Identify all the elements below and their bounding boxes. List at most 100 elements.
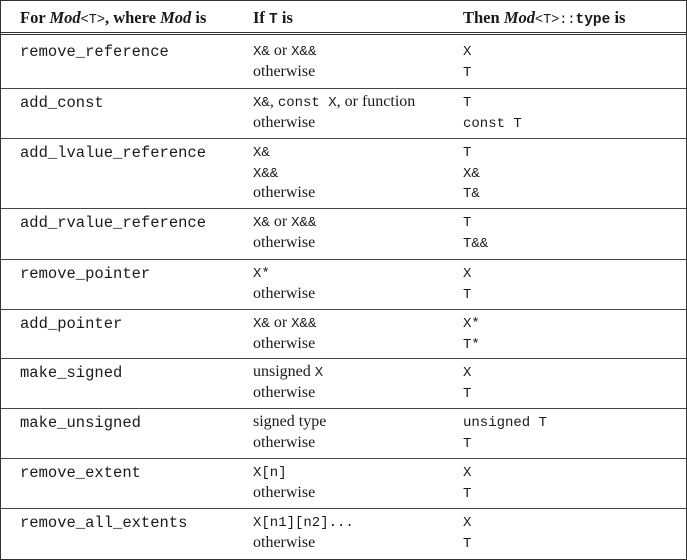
code-text: X& xyxy=(253,95,270,111)
row-divider xyxy=(1,408,686,409)
code-text: X&& xyxy=(253,165,279,182)
code-text: X&& xyxy=(291,316,317,332)
text: or xyxy=(269,42,292,59)
modifier-name: remove_all_extents xyxy=(20,514,188,532)
condition-cell: otherwise xyxy=(253,285,315,305)
code-text: X xyxy=(463,515,472,531)
condition-cell: X& or X&& xyxy=(253,42,316,62)
table-row: make_unsigned signed type unsigned T otherw… xyxy=(1,408,686,458)
modifier-name: remove_reference xyxy=(20,43,169,61)
condition-cell: X&, const X, or function xyxy=(253,93,415,113)
text: unsigned xyxy=(253,363,315,380)
header-code: <T>:: xyxy=(534,13,576,28)
result-cell: T& xyxy=(463,184,480,204)
result-cell: X& xyxy=(463,164,480,184)
condition-cell: X&& xyxy=(253,164,278,184)
code-text: X* xyxy=(253,266,270,282)
result-cell: X xyxy=(463,42,471,62)
text: otherwise xyxy=(253,433,316,451)
code-text: T xyxy=(463,64,472,81)
code-text: X& xyxy=(253,316,270,332)
result-cell: T* xyxy=(463,335,480,355)
condition-cell: otherwise xyxy=(253,234,315,254)
table-row: add_lvalue_reference X& T X&& X& otherwise T& xyxy=(1,138,686,208)
condition-cell: X& or X&& xyxy=(253,314,316,334)
result-cell: T xyxy=(463,484,471,504)
condition-cell: otherwise xyxy=(253,63,315,83)
condition-cell: otherwise xyxy=(253,384,315,404)
result-cell: T xyxy=(463,63,471,83)
result-cell: unsigned T xyxy=(463,413,547,433)
header-modifier-column: For Mod<T>, where Mod is xyxy=(20,8,206,28)
condition-cell: otherwise xyxy=(253,484,315,504)
code-text: T xyxy=(463,286,472,303)
code-text: T* xyxy=(463,336,480,353)
header-text: , where xyxy=(104,8,161,27)
code-text: T xyxy=(463,485,472,502)
row-divider xyxy=(1,358,686,359)
result-cell: X* xyxy=(463,314,480,334)
modifier-name: remove_extent xyxy=(20,464,141,482)
result-cell: T xyxy=(463,434,471,454)
condition-cell: signed type xyxy=(253,413,326,433)
result-cell: X xyxy=(463,264,471,284)
result-cell: const T xyxy=(463,114,522,134)
result-cell: X xyxy=(463,513,471,533)
code-text: T&& xyxy=(463,235,489,252)
code-text: unsigned T xyxy=(463,415,548,431)
code-text: X[n1][n2]... xyxy=(253,515,354,531)
text: otherwise xyxy=(253,113,316,131)
header-text: If xyxy=(253,8,270,27)
code-text: X xyxy=(314,365,324,381)
header-text: is xyxy=(277,8,293,27)
header-text: is xyxy=(610,8,626,27)
code-text: X& xyxy=(253,145,270,161)
code-text: X xyxy=(463,266,472,282)
code-text: X&& xyxy=(291,44,317,60)
code-text: X xyxy=(463,365,472,381)
row-divider xyxy=(1,259,686,260)
condition-cell: X[n] xyxy=(253,463,287,483)
header-text: For xyxy=(20,8,50,27)
text: , xyxy=(269,93,278,110)
text: otherwise xyxy=(253,284,316,302)
modifier-name: make_unsigned xyxy=(20,414,141,432)
header-condition-column: If T is xyxy=(253,8,293,28)
condition-cell: otherwise xyxy=(253,114,315,134)
header-divider xyxy=(1,32,686,35)
row-divider xyxy=(1,88,686,89)
condition-cell: X* xyxy=(253,264,270,284)
header-code: T xyxy=(269,12,278,28)
code-text: T xyxy=(463,215,472,231)
code-text: X[n] xyxy=(253,465,287,481)
code-text: X& xyxy=(253,44,270,60)
condition-cell: X& xyxy=(253,143,270,163)
header-text: is xyxy=(191,8,207,27)
text: or xyxy=(269,213,292,230)
result-cell: X xyxy=(463,363,471,383)
result-cell: T xyxy=(463,213,471,233)
row-divider xyxy=(1,508,686,509)
code-text: const T xyxy=(463,115,522,132)
code-text: X& xyxy=(463,165,480,182)
code-text: T xyxy=(463,385,472,402)
condition-cell: X& or X&& xyxy=(253,213,316,233)
result-cell: T xyxy=(463,384,471,404)
modifier-name: make_signed xyxy=(20,364,123,382)
table-row: add_pointer X& or X&& X* otherwise T* xyxy=(1,309,686,358)
header-code: type xyxy=(575,12,611,28)
code-text: X& xyxy=(253,215,270,231)
code-text: T xyxy=(463,95,472,111)
code-text: X xyxy=(463,465,472,481)
header-text: Then xyxy=(463,8,504,27)
text: otherwise xyxy=(253,533,316,551)
modifier-name: add_rvalue_reference xyxy=(20,214,207,232)
header-text: Mod xyxy=(160,8,192,27)
text: otherwise xyxy=(253,383,316,401)
table-header: For Mod<T>, where Mod is If T is Then Mo… xyxy=(1,1,686,32)
